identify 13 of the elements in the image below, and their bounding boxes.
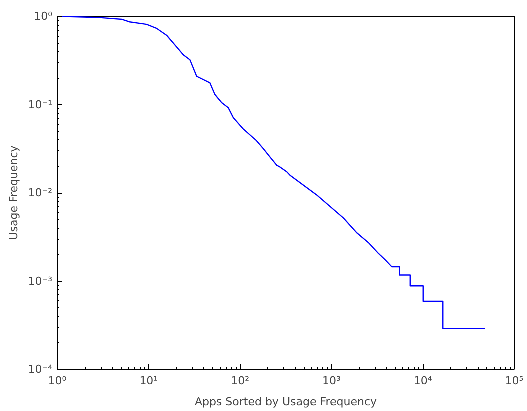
y-tick-label: 10⁻³ xyxy=(28,274,53,288)
x-axis-title: Apps Sorted by Usage Frequency xyxy=(194,396,378,408)
y-axis-title: Usage Frequency xyxy=(7,145,20,240)
x-tick-label: 10⁵ xyxy=(505,374,524,388)
x-tick-label: 10³ xyxy=(322,374,341,388)
y-tick-label: 10⁻¹ xyxy=(28,98,53,112)
y-tick-label: 10⁰ xyxy=(34,10,54,23)
y-tick-label: 10⁻⁴ xyxy=(28,363,54,376)
x-tick-label: 10⁰ xyxy=(48,374,68,388)
x-tick-label: 10² xyxy=(231,374,250,388)
x-tick-label: 10⁴ xyxy=(414,374,433,388)
y-tick-label: 10⁻² xyxy=(28,186,53,200)
x-tick-label: 10¹ xyxy=(140,374,158,388)
